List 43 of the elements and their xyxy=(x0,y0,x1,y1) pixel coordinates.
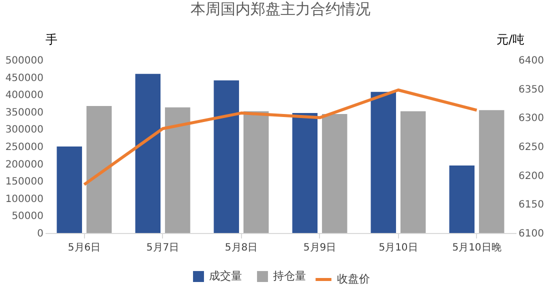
y-tick-label: 0 xyxy=(37,228,44,240)
y-tick-label: 400000 xyxy=(5,90,44,102)
y-axis-title: 手 xyxy=(46,32,58,46)
legend-label: 成交量 xyxy=(209,270,242,283)
x-tick-label: 5月8日 xyxy=(224,242,258,254)
y-tick-label: 500000 xyxy=(5,56,44,66)
x-tick-label: 5月7日 xyxy=(146,242,180,254)
bar xyxy=(56,146,82,233)
legend-label: 收盘价 xyxy=(337,272,370,286)
bar xyxy=(135,74,161,233)
line-series xyxy=(82,88,478,186)
bar xyxy=(478,110,504,233)
x-tick-label: 5月10日晚 xyxy=(452,242,502,254)
bar xyxy=(243,111,269,233)
legend-label: 持仓量 xyxy=(273,270,306,283)
x-tick-label: 5月10日 xyxy=(378,242,418,254)
y2-tick-label: 6150 xyxy=(518,200,544,211)
bar xyxy=(370,92,396,233)
y-tick-label: 250000 xyxy=(5,142,44,153)
bar xyxy=(164,107,190,233)
y2-axis-title: 元/吨 xyxy=(496,32,524,46)
y-tick-label: 450000 xyxy=(5,72,44,84)
y2-tick-label: 6100 xyxy=(518,228,544,240)
y2-tick-label: 6350 xyxy=(518,84,544,96)
y2-tick-label: 6250 xyxy=(518,142,544,153)
bar xyxy=(292,112,318,233)
y-tick-label: 50000 xyxy=(12,211,44,222)
y-tick-label: 350000 xyxy=(5,107,44,118)
bar xyxy=(400,111,426,233)
y2-tick-label: 6400 xyxy=(518,56,544,66)
y-tick-label: 200000 xyxy=(5,159,44,170)
y2-tick-label: 6200 xyxy=(518,170,544,182)
y-tick-label: 300000 xyxy=(5,124,44,136)
y-tick-label: 150000 xyxy=(5,176,44,188)
chart-title: 本周国内郑盘主力合约情况 xyxy=(190,0,370,18)
x-tick-label: 5月6日 xyxy=(68,242,101,254)
y2-tick-label: 6300 xyxy=(518,113,544,124)
bar xyxy=(449,166,475,233)
x-tick-label: 5月9日 xyxy=(303,242,336,254)
bar xyxy=(86,106,112,233)
y-tick-label: 100000 xyxy=(5,194,44,205)
bar xyxy=(322,114,348,233)
bar xyxy=(214,80,240,233)
